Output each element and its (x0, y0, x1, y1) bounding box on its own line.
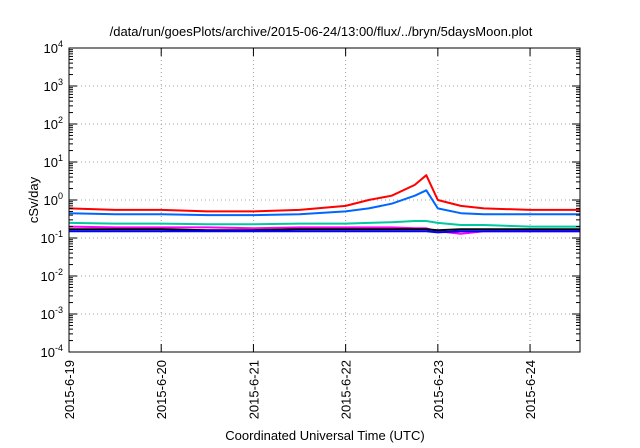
series-line (68, 225, 580, 235)
y-tick-label: 10-2 (41, 267, 63, 284)
y-tick-label: 100 (44, 191, 63, 208)
y-tick-label: 102 (44, 115, 63, 132)
x-axis-label: Coordinated Universal Time (UTC) (225, 428, 424, 443)
series-line (68, 174, 580, 213)
y-tick-label: 103 (44, 77, 63, 94)
x-tick-label: 2015-6-19 (62, 360, 77, 419)
y-tick-label: 10-1 (41, 229, 63, 246)
y-tick-label: 10-4 (41, 343, 63, 360)
y-tick-label: 10-3 (41, 305, 63, 322)
series-line (69, 228, 580, 232)
x-tick-label: 2015-6-20 (154, 360, 169, 419)
series-line (69, 230, 580, 234)
tick-layer: 104 103 102 101 100 10-1 10-2 10-3 10-42015-6-19… (41, 39, 580, 419)
series-line (68, 189, 580, 217)
x-tick-label: 2015-6-22 (339, 360, 354, 419)
x-tick-label: 2015-6-21 (246, 360, 261, 419)
y-axis-label: cSv/day (26, 176, 41, 223)
series-line (68, 220, 580, 228)
grid-layer (69, 48, 580, 352)
x-tick-label: 2015-6-24 (523, 360, 538, 419)
series-layer (68, 174, 580, 235)
y-tick-label: 101 (44, 153, 63, 170)
chart-title: /data/run/goesPlots/archive/2015-06-24/1… (110, 24, 533, 39)
y-tick-label: 104 (44, 39, 63, 56)
x-tick-label: 2015-6-23 (431, 360, 446, 419)
